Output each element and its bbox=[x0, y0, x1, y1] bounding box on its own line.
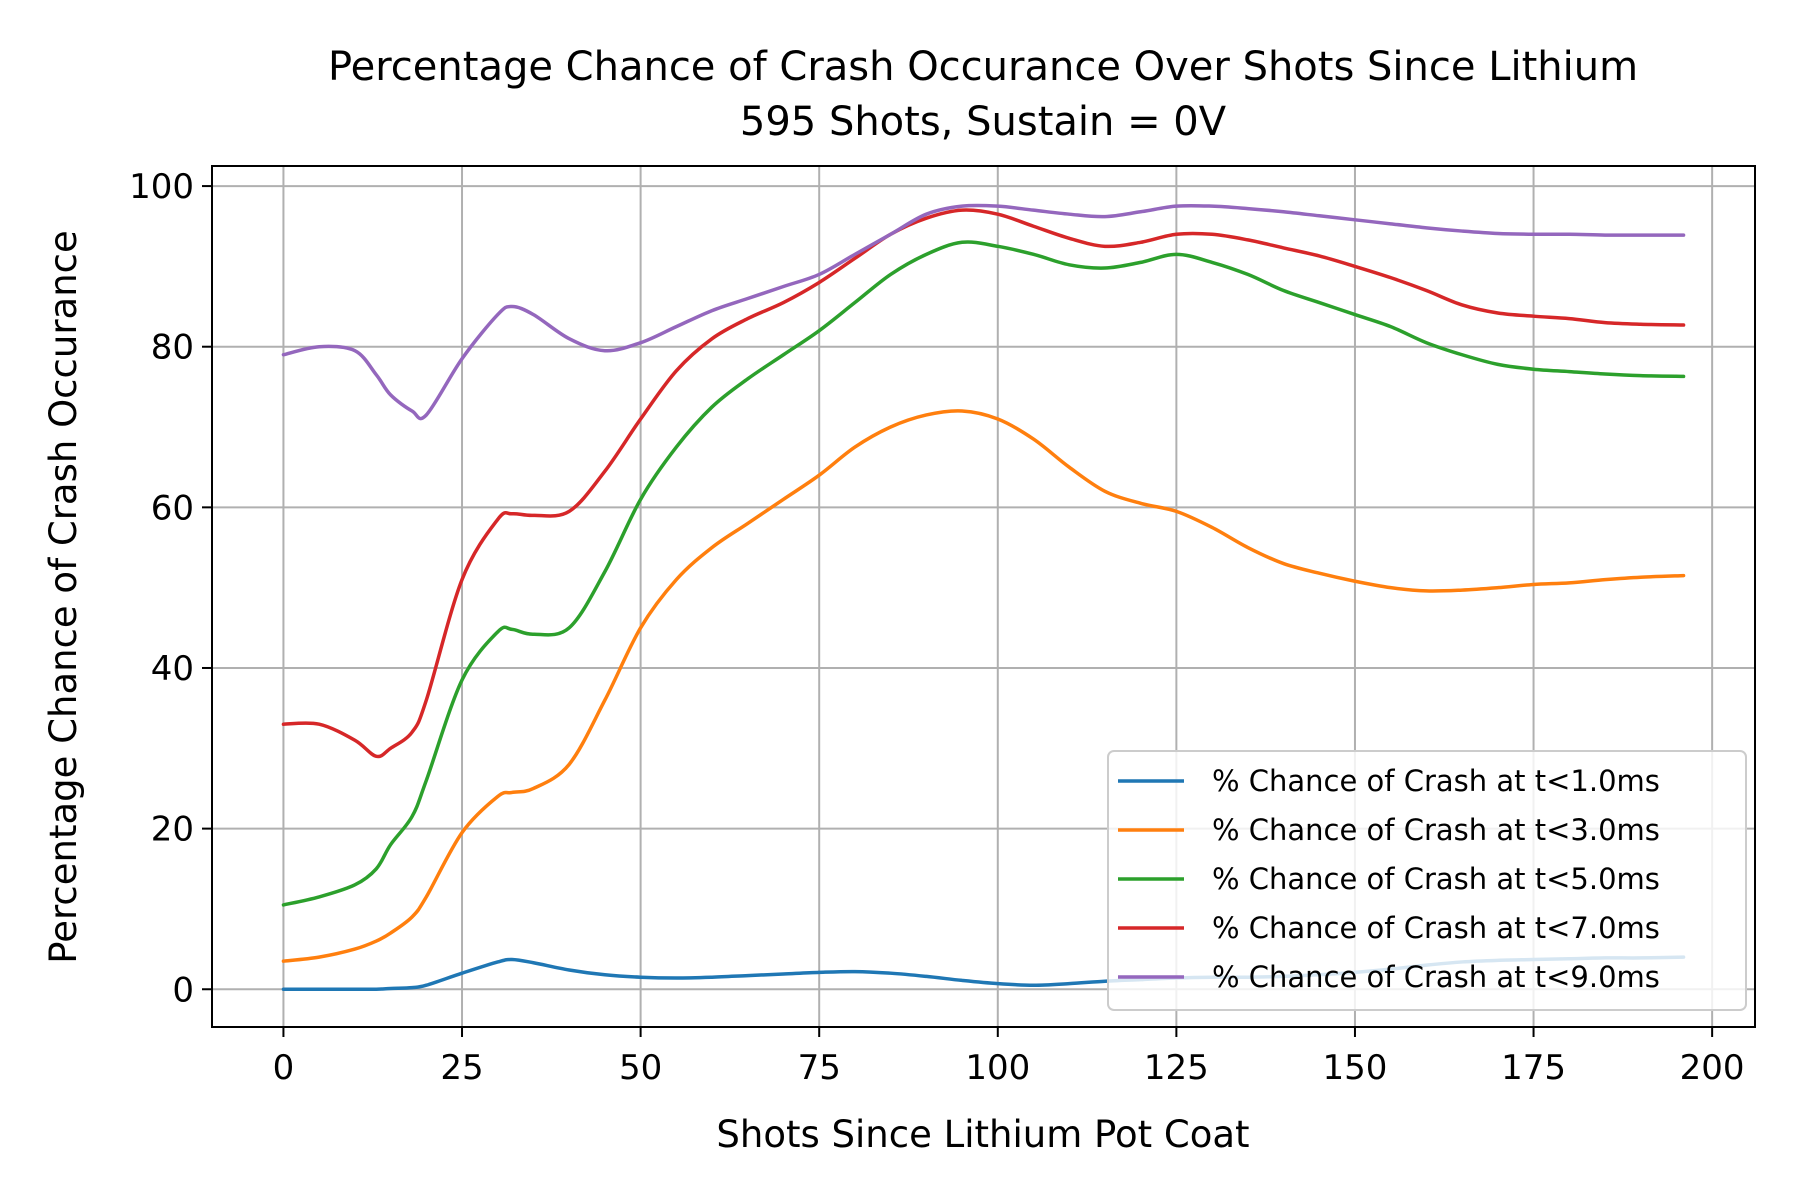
legend-box bbox=[1107, 750, 1747, 1011]
y-tick-label: 0 bbox=[172, 970, 194, 1010]
x-tick-label: 50 bbox=[619, 1048, 662, 1088]
x-tick-label: 150 bbox=[1323, 1048, 1388, 1088]
plot-frame bbox=[211, 165, 1756, 1028]
y-tick-label: 60 bbox=[151, 488, 194, 528]
x-tick-label: 25 bbox=[440, 1048, 483, 1088]
chart-subtitle: 595 Shots, Sustain = 0V bbox=[740, 99, 1227, 145]
legend-label-3: % Chance of Crash at t<5.0ms bbox=[1212, 862, 1660, 896]
x-tick-label: 175 bbox=[1501, 1048, 1566, 1088]
series-line-3 bbox=[281, 240, 1686, 907]
y-tick-label: 40 bbox=[151, 649, 194, 689]
x-tick-label: 200 bbox=[1680, 1048, 1745, 1088]
x-tick-label: 100 bbox=[965, 1048, 1030, 1088]
legend-label-2: % Chance of Crash at t<3.0ms bbox=[1212, 813, 1660, 847]
series-line-2 bbox=[281, 409, 1686, 963]
y-tick-label: 20 bbox=[151, 810, 194, 850]
series-lines bbox=[281, 203, 1686, 992]
x-tick-label: 75 bbox=[798, 1048, 841, 1088]
axis-ticks: 0 25 50 75 100 125 150 175 200 0 20 40 60 80 100 bbox=[129, 167, 1744, 1088]
chart-title: Percentage Chance of Crash Occurance Ove… bbox=[328, 44, 1638, 90]
x-axis-label: Shots Since Lithium Pot Coat bbox=[716, 1113, 1249, 1156]
legend-label-4: % Chance of Crash at t<7.0ms bbox=[1212, 911, 1660, 945]
y-tick-label: 100 bbox=[129, 167, 194, 207]
x-tick-label: 125 bbox=[1144, 1048, 1209, 1088]
series-line-4 bbox=[281, 208, 1686, 759]
legend-label-5: % Chance of Crash at t<9.0ms bbox=[1212, 960, 1660, 994]
y-axis-label: Percentage Chance of Crash Occurance bbox=[42, 230, 85, 964]
y-tick-label: 80 bbox=[151, 328, 194, 368]
legend-label-1: % Chance of Crash at t<1.0ms bbox=[1212, 764, 1660, 798]
legend: % Chance of Crash at t<1.0ms % Chance of … bbox=[1107, 750, 1747, 1011]
series-line-5 bbox=[281, 203, 1686, 421]
x-tick-label: 0 bbox=[273, 1048, 295, 1088]
